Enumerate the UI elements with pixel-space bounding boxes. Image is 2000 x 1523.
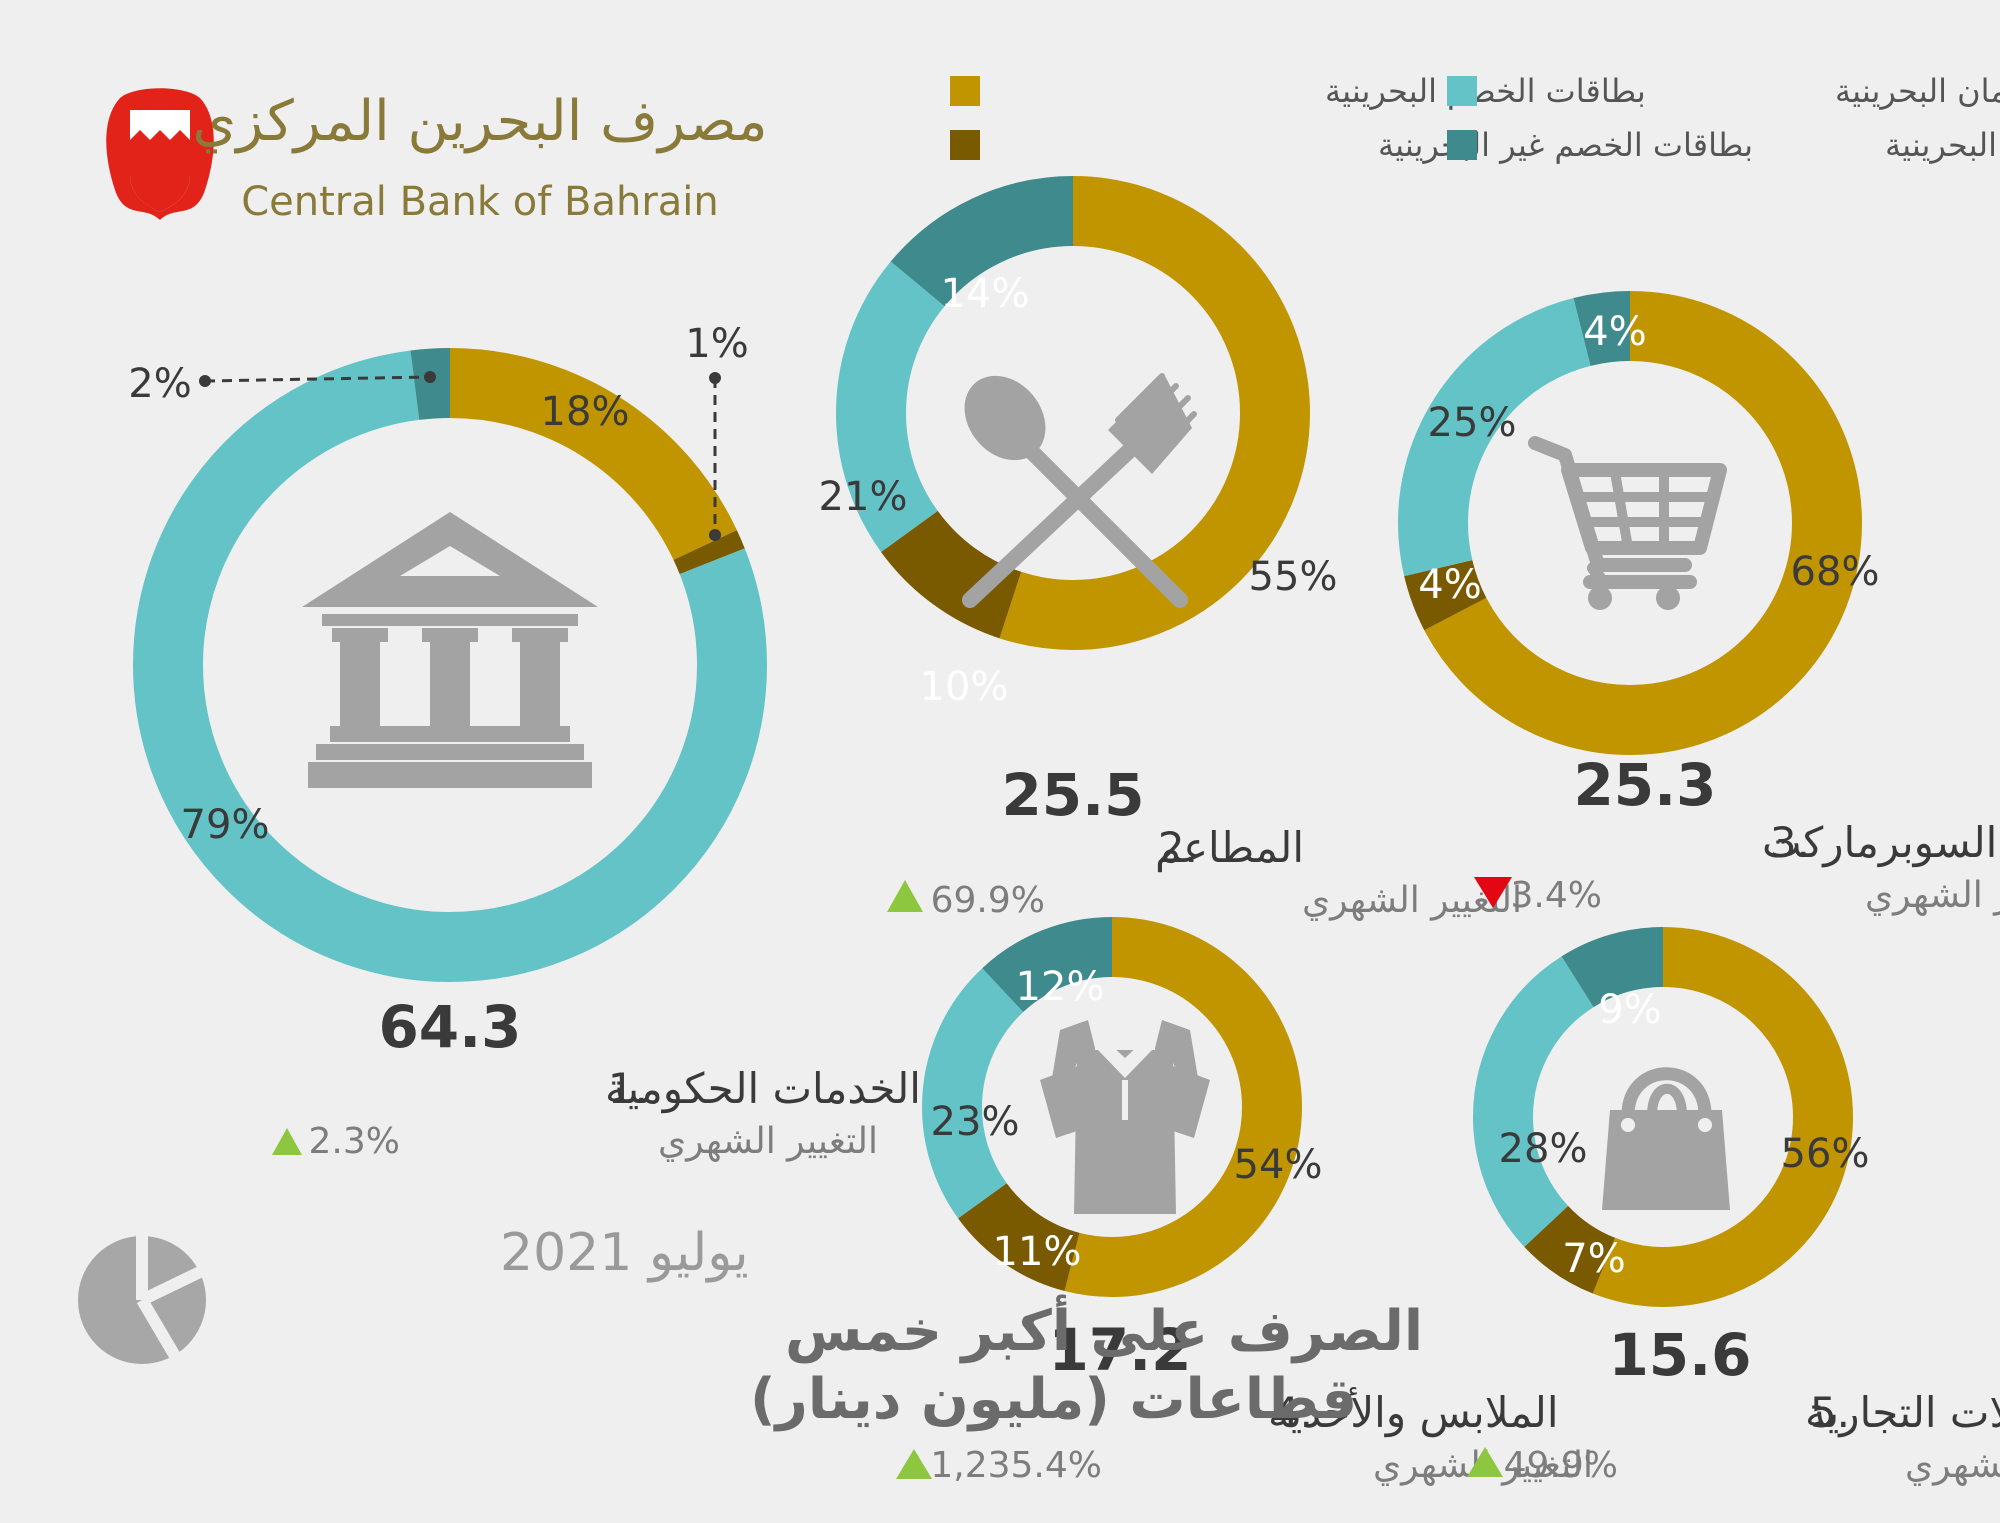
change-value: 49.9% — [1504, 1445, 1618, 1486]
donut-slice-credit-non-bh — [922, 917, 1302, 1297]
change-value: 2.3% — [309, 1121, 400, 1162]
report-title-line2: قطاعات (مليون دينار) — [750, 1367, 1357, 1432]
sector-rank: 4. — [1273, 1388, 1313, 1437]
slice-label: 12% — [1016, 964, 1105, 1010]
shopping-bag-icon — [1602, 1067, 1730, 1210]
fork-spoon-icon — [962, 373, 1197, 608]
bank-name-english: Central Bank of Bahrain — [241, 179, 719, 225]
change-up-triangle-icon — [896, 1449, 932, 1479]
report-title-line1: الصرف على أكبر خمس — [785, 1294, 1423, 1364]
change-label: التغيير الشهري — [1865, 875, 2000, 916]
slice-label: 4% — [1583, 309, 1646, 355]
sector-rank: 2. — [1158, 823, 1198, 872]
report-date: يوليو 2021 — [500, 1223, 749, 1283]
legend: بطاقات الخصم البحرينية بطاقات الائتمان ا… — [950, 72, 2000, 164]
sector-name: المحلات التجارية — [1805, 1388, 2000, 1437]
donut-retail-shops — [1473, 927, 1853, 1307]
slice-label: 2% — [128, 361, 191, 407]
slice-label: 11% — [993, 1229, 1082, 1275]
donut-slice-credit-bh — [133, 348, 767, 982]
donut-slice-credit-non-bh — [1398, 291, 1862, 755]
change-label: التغيير الشهري — [658, 1121, 878, 1162]
sector-rank: 5. — [1810, 1388, 1850, 1437]
change-value: 1,235.4% — [930, 1445, 1102, 1486]
slice-label: 7% — [1562, 1236, 1625, 1282]
slice-label: 4% — [1418, 562, 1481, 608]
legend-label-debit-bh: بطاقات الخصم البحرينية — [1325, 72, 1646, 110]
slice-label: 21% — [819, 474, 908, 520]
slice-label: 9% — [1598, 987, 1661, 1033]
bahrain-emblem-icon — [106, 88, 214, 220]
change-value: 69.9% — [931, 880, 1045, 921]
legend-label-debit-non-bh: بطاقات الخصم غير البحرينية — [1378, 126, 1753, 164]
slice-label: 14% — [941, 271, 1030, 317]
donut-slice-credit-bh — [836, 176, 1310, 650]
slice-label: 23% — [931, 1099, 1020, 1145]
slice-label: 10% — [920, 664, 1009, 710]
donut-slice-credit-non-bh — [836, 176, 1310, 650]
legend-swatch-credit-non-bh — [1447, 130, 1477, 160]
slice-label: 68% — [1791, 549, 1880, 595]
sector-value: 25.5 — [1001, 761, 1144, 829]
bank-name-arabic: مصرف البحرين المركزي — [192, 89, 767, 154]
legend-label-credit-bh: بطاقات الائتمان البحرينية — [1835, 72, 2000, 110]
bank-building-icon — [302, 512, 598, 788]
sector-value: 15.6 — [1608, 1321, 1751, 1389]
slice-label: 79% — [181, 802, 270, 848]
sector-value: 25.3 — [1573, 751, 1716, 819]
sector-name: المطاعم — [1155, 823, 1304, 873]
sector-name: السوبرماركت — [1762, 818, 1997, 867]
donut-slice-credit-bh — [1473, 927, 1853, 1307]
change-value: 3.4% — [1511, 875, 1602, 916]
slice-label: 56% — [1781, 1131, 1870, 1177]
slice-label: 55% — [1249, 554, 1338, 600]
legend-swatch-debit-non-bh — [950, 130, 980, 160]
change-up-triangle-icon — [887, 880, 923, 912]
legend-swatch-debit-bh — [950, 76, 980, 106]
shirt-icon — [1040, 1020, 1210, 1214]
change-up-triangle-icon — [1467, 1447, 1503, 1477]
legend-swatch-credit-bh — [1447, 76, 1477, 106]
shopping-cart-icon — [1528, 436, 1727, 610]
donut-slice-credit-non-bh — [133, 348, 767, 982]
sector-name: الخدمات الحكومية — [605, 1064, 921, 1113]
slice-label: 18% — [541, 389, 630, 435]
legend-label-credit-non-bh: بطاقات الائتمان غير البحرينية — [1885, 126, 2000, 164]
donut-restaurants — [836, 176, 1310, 650]
donut-government-services — [133, 348, 767, 982]
change-down-triangle-icon — [1474, 877, 1512, 908]
sector-rank: 3. — [1770, 818, 1810, 867]
slice-label: 1% — [685, 321, 748, 367]
donut-supermarket — [1398, 291, 1862, 755]
slice-label: 28% — [1499, 1126, 1588, 1172]
donut-slice-credit-bh — [922, 917, 1302, 1297]
donut-clothing-footwear — [922, 917, 1302, 1297]
sector-value: 64.3 — [378, 993, 521, 1061]
donut-slice-credit-non-bh — [1473, 927, 1853, 1307]
change-up-triangle-icon — [272, 1128, 302, 1155]
sector-value: 17.2 — [1048, 1316, 1191, 1384]
change-label: التغيير الشهري — [1905, 1445, 2000, 1486]
callout-lines — [199, 371, 721, 541]
pie-chart-logo-icon — [78, 1236, 206, 1364]
slice-label: 54% — [1234, 1142, 1323, 1188]
donut-slice-credit-bh — [1398, 291, 1862, 755]
sector-rank: 1. — [608, 1064, 648, 1113]
sector-name: الملابس والأحذية — [1268, 1386, 1559, 1437]
slice-label: 25% — [1428, 400, 1517, 446]
